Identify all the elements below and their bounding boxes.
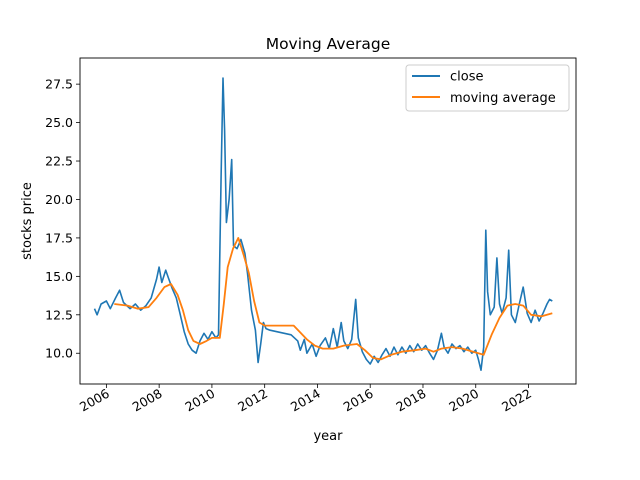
y-tick-label: 20.0 [45,192,73,207]
x-tick-label: 2012 [235,386,270,415]
legend-label-moving-average: moving average [450,91,556,106]
y-tick-label: 22.5 [45,154,73,169]
y-tick-label: 12.5 [45,307,73,322]
legend: close moving average [405,64,570,112]
x-tick-label: 2008 [130,386,165,415]
y-tick-label: 17.5 [45,230,73,245]
legend-label-close: close [450,70,483,85]
series-line-close [93,77,553,372]
x-axis: 2006 2008 2010 2012 2014 2016 2018 2020 2022 [77,384,534,415]
y-tick-label: 27.5 [45,77,73,92]
x-tick-label: 2006 [77,386,112,415]
x-tick-label: 2018 [393,386,428,415]
plot-frame [79,57,577,385]
x-tick-label: 2016 [341,386,376,415]
y-axis: 10.0 12.5 15.0 17.5 20.0 22.5 25.0 27.5 [45,77,80,361]
plot-lines [93,77,553,372]
series-line-moving-average [114,236,553,361]
y-tick-label: 15.0 [45,269,73,284]
x-axis-label: year [313,429,343,444]
x-tick-label: 2014 [288,386,323,415]
x-tick-label: 2022 [499,386,534,415]
y-tick-label: 25.0 [45,115,73,130]
y-axis-label: stocks price [20,182,35,260]
chart-title: Moving Average [266,35,391,53]
x-tick-label: 2020 [446,386,481,415]
y-tick-label: 10.0 [45,346,73,361]
legend-box [405,64,570,112]
x-tick-label: 2010 [182,386,217,415]
